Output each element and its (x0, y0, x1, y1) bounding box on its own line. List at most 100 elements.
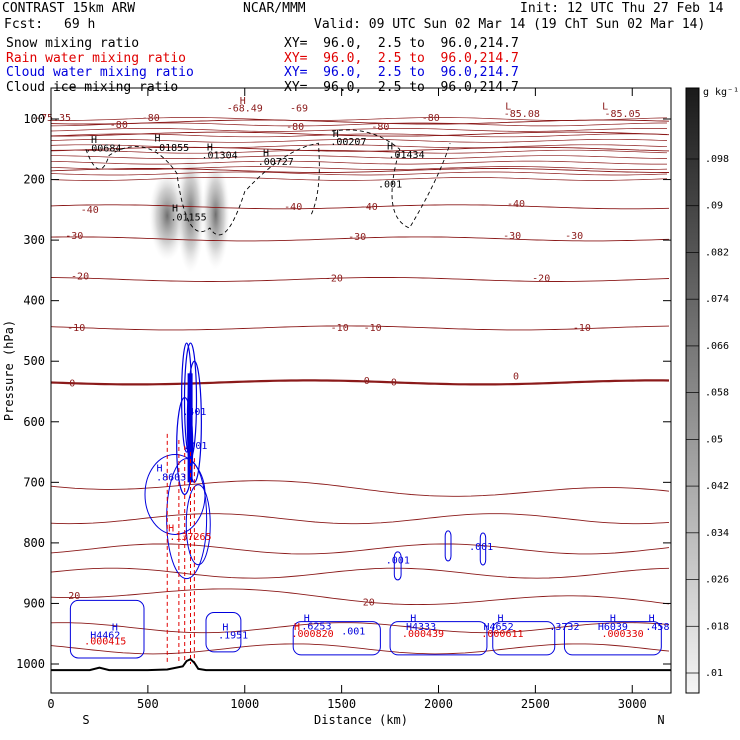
contour-label: H (168, 523, 174, 534)
isotherm--40 (51, 204, 670, 210)
shallow-cloud-5 (563, 621, 662, 656)
x-tick-label: 1500 (327, 697, 356, 711)
contour-label: .401 (182, 407, 206, 418)
colorbar-tick-label: .018 (705, 621, 729, 632)
plot-frame (50, 87, 672, 694)
contour-label: -10 (331, 323, 349, 334)
contour-label: -40 (360, 202, 378, 213)
shallow-cloud-3 (389, 621, 488, 656)
contour-label: 0 (513, 371, 519, 382)
contour-label: H (156, 463, 162, 474)
contour-label: H (294, 622, 300, 633)
contour-label: 20 (363, 597, 375, 608)
contour-label: .001 (378, 179, 402, 190)
isotherm--70 (51, 131, 670, 137)
contour-label: H (222, 623, 228, 634)
isotherm-lower (51, 543, 670, 555)
colorbar: .01 .018 .026 .034 .042 .05 .058 .066 .074 .082 .0… (685, 87, 739, 694)
colorbar-unit: g kg⁻¹ (703, 87, 739, 98)
contour-label: H6039 (598, 622, 628, 633)
isotherm-20 (51, 588, 670, 606)
colorbar-tick-label: .082 (705, 247, 729, 258)
shallow-cloud-4 (492, 621, 556, 656)
contour-label: -30 (565, 231, 583, 242)
x-axis-label: Distance (km) (314, 713, 408, 727)
contour-label: .001 (341, 626, 365, 637)
contour-label: 0 (69, 379, 75, 390)
contour-label: .6253 (301, 621, 331, 632)
contour-label: .01155 (171, 213, 207, 224)
contour-label: H (112, 623, 118, 634)
midlevel-cloud-2 (479, 532, 487, 566)
contour-label: 20 (68, 591, 80, 602)
contour-label: H (207, 142, 213, 153)
contour-label: H4652 (484, 622, 514, 633)
contour-label: -75.35 (35, 113, 71, 124)
colorbar-tick-label: .09 (705, 201, 723, 212)
isotherm-upper (51, 166, 668, 170)
midlevel-cloud-0 (393, 551, 402, 581)
cloud-water-low-0 (144, 453, 206, 535)
isotherm-upper (51, 144, 668, 149)
contour-label: H (649, 614, 655, 625)
contour-label: -40 (507, 199, 525, 210)
colorbar-tick-label: .034 (705, 528, 729, 539)
contour-label: -80 (422, 113, 440, 124)
legend-snow-label: Snow mixing ratio (6, 36, 140, 51)
contour-label: -80 (110, 120, 128, 131)
contour-label: .3732 (549, 622, 579, 633)
contour-label: -40 (284, 202, 302, 213)
cloud-water-core-3 (176, 396, 194, 496)
x-tick-label: 3000 (618, 697, 647, 711)
midlevel-cloud-1 (444, 530, 452, 562)
y-tick-label: 700 (23, 475, 45, 489)
colorbar-scale (685, 87, 700, 694)
x-tick-label: 2500 (521, 697, 550, 711)
contour-label: -85.08 (504, 109, 540, 120)
contour-label: -10 (364, 323, 382, 334)
isotherm-upper (51, 117, 668, 121)
y-tick-label: 300 (23, 233, 45, 247)
isotherm--20 (51, 277, 670, 282)
isotherm-upper (51, 155, 668, 159)
y-tick-label: 500 (23, 354, 45, 368)
contour-label: -30 (348, 232, 366, 243)
contour-label: H (172, 204, 178, 215)
contour-label: .01304 (202, 150, 238, 161)
contour-label: L (602, 101, 608, 112)
contour-label: -20 (71, 271, 89, 282)
colorbar-tick-label: .074 (705, 294, 729, 305)
colorbar-tick-label: .042 (705, 481, 729, 492)
y-tick-label: 100 (23, 112, 45, 126)
contour-label: H (91, 135, 97, 146)
contour-label: H (304, 614, 310, 625)
contour-label: -30 (503, 231, 521, 242)
temperature-contours (51, 117, 670, 655)
contour-label: L (505, 101, 511, 112)
x-tick-label: 2000 (424, 697, 453, 711)
contour-label: H (387, 141, 393, 152)
contour-label: .001 (183, 441, 207, 452)
contour-label: H (240, 96, 246, 107)
isotherm-10 (51, 480, 670, 497)
snow-shade-2 (201, 159, 230, 270)
contour-label: .00207 (330, 137, 366, 148)
isotherm-lower (51, 643, 670, 655)
init-time: Init: 12 UTC Thu 27 Feb 14 (520, 1, 724, 16)
contour-label: -20 (325, 273, 343, 284)
isotherm-upper (51, 138, 668, 143)
contour-label: H (263, 149, 269, 160)
isotherm-upper (51, 149, 668, 154)
y-tick-label: 900 (23, 596, 45, 610)
contour-label: H (497, 614, 503, 625)
contour-label: .01434 (388, 150, 424, 161)
contour-label: -10 (67, 323, 85, 334)
contour-label: 0 (391, 377, 397, 388)
contour-label: .458 (645, 622, 669, 633)
contour-label: H (333, 129, 339, 140)
contour-label: .000415 (84, 637, 126, 648)
contour-label: -80 (371, 122, 389, 133)
contour-label: .001 (469, 542, 493, 553)
legend-snow-xy: XY= 96.0, 2.5 to 96.0,214.7 (284, 36, 519, 51)
